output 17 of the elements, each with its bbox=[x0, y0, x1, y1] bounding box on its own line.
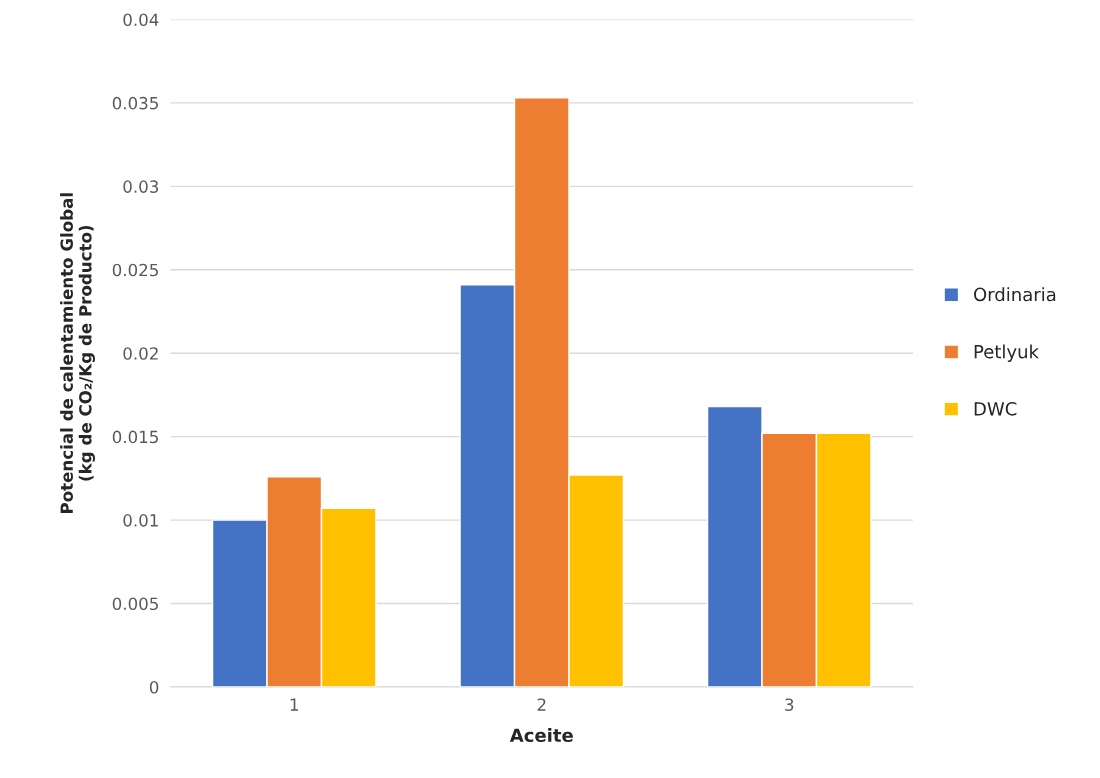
legend-label: Ordinaria bbox=[974, 287, 1056, 302]
legend-label: DWC bbox=[974, 401, 1017, 416]
x-axis-title: Aceite bbox=[509, 728, 573, 743]
y-tick-label: 0.035 bbox=[112, 96, 158, 110]
legend-label: Petlyuk bbox=[974, 344, 1039, 362]
x-tick-label: 1 bbox=[290, 698, 299, 711]
y-tick-label: 0.025 bbox=[112, 263, 158, 277]
y-tick-label: 0.005 bbox=[112, 597, 158, 611]
y-axis-title: Potencial de calentamiento Global (kg de CO₂/Kg de Producto) bbox=[60, 193, 96, 513]
x-tick-label: 2 bbox=[537, 698, 546, 711]
y-tick-label: 0 bbox=[149, 680, 159, 694]
y-tick-label: 0.04 bbox=[123, 13, 159, 27]
y-tick-label: 0.015 bbox=[112, 430, 158, 444]
y-tick-label: 0.03 bbox=[123, 180, 159, 193]
x-tick-label: 3 bbox=[785, 698, 794, 711]
y-tick-label: 0.02 bbox=[123, 347, 158, 360]
y-tick-label: 0.01 bbox=[123, 514, 158, 527]
